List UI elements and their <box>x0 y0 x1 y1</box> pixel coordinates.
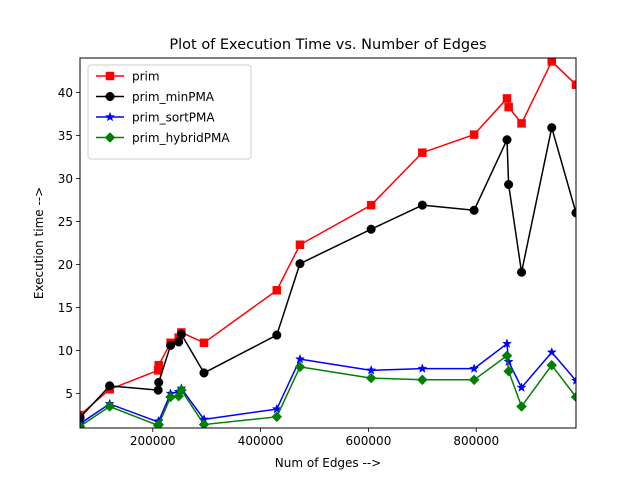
legend-label: prim_minPMA <box>132 90 215 104</box>
data-point <box>571 80 576 89</box>
data-point <box>546 359 558 371</box>
data-point <box>176 329 186 339</box>
data-point <box>468 374 480 386</box>
data-point <box>503 356 514 367</box>
data-point <box>174 337 184 347</box>
x-axis-title: Num of Edges --> <box>275 456 381 470</box>
legend-label: prim_hybridPMA <box>132 131 230 145</box>
data-point <box>104 401 116 412</box>
data-point <box>547 58 556 66</box>
data-point <box>176 384 187 396</box>
y-tick-label: 35 <box>58 129 73 143</box>
data-point <box>366 224 376 234</box>
data-point <box>416 374 428 386</box>
y-tick-label: 30 <box>58 172 73 186</box>
plot-frame <box>79 57 577 429</box>
data-point <box>469 205 479 215</box>
legend-item-prim-hybridPMA: prim_hybridPMA <box>96 131 230 145</box>
data-point <box>546 346 557 357</box>
data-point <box>153 419 165 428</box>
legend-item-prim-minPMA: prim_minPMA <box>96 90 215 104</box>
legend-box <box>87 64 252 160</box>
legend-item-prim: prim <box>96 70 160 84</box>
data-point <box>516 267 527 277</box>
y-tick-label: 15 <box>58 301 73 315</box>
x-tick-label: 200000 <box>130 434 176 448</box>
data-point <box>502 94 512 103</box>
data-point <box>199 338 209 348</box>
y-tick-label: 5 <box>65 387 73 401</box>
legend-label: prim <box>132 70 160 84</box>
data-point <box>418 148 427 157</box>
data-point <box>516 382 527 392</box>
data-point <box>503 365 514 377</box>
data-point <box>501 350 513 362</box>
legend-marker <box>104 111 116 122</box>
data-point <box>417 200 427 210</box>
data-point <box>295 240 305 249</box>
data-point <box>295 259 305 269</box>
data-point <box>153 385 163 395</box>
data-point <box>80 413 85 423</box>
data-point <box>198 419 210 428</box>
data-point <box>154 377 164 387</box>
x-tick-label: 600000 <box>346 434 392 448</box>
data-point <box>516 401 527 412</box>
series-prim-minPMA <box>80 123 576 423</box>
y-axis-title: Execution time --> <box>32 187 46 299</box>
data-point <box>366 200 376 210</box>
data-point <box>80 420 86 428</box>
data-point <box>469 363 480 373</box>
data-point <box>469 130 479 139</box>
legend: prim prim_minPMA prim_sortPMA prim_hybridPM… <box>87 64 252 160</box>
data-point <box>272 286 282 295</box>
data-point <box>417 363 428 373</box>
legend-marker <box>105 91 115 102</box>
series-prim-hybridPMA <box>80 350 576 428</box>
data-point <box>271 411 283 423</box>
data-point <box>165 391 176 403</box>
data-point <box>501 338 513 348</box>
data-point <box>271 403 282 414</box>
data-point <box>294 353 306 364</box>
data-point <box>294 361 306 373</box>
y-tick-label: 40 <box>58 86 73 100</box>
legend-label: prim_sortPMA <box>132 111 215 125</box>
data-point <box>570 375 576 385</box>
legend-marker <box>104 132 116 143</box>
data-point <box>105 381 115 391</box>
data-point <box>365 372 377 384</box>
y-tick-label: 25 <box>58 215 73 229</box>
data-point <box>517 119 526 128</box>
data-point <box>504 179 514 190</box>
data-point <box>571 208 576 218</box>
x-tick-label: 800000 <box>453 434 499 448</box>
data-point <box>366 365 377 375</box>
data-point <box>166 340 176 350</box>
data-point <box>504 102 513 112</box>
data-point <box>502 135 512 145</box>
data-point <box>547 123 557 133</box>
legend-marker <box>105 71 115 81</box>
y-tick-label: 20 <box>58 258 73 272</box>
data-point <box>154 360 163 370</box>
data-point <box>199 368 209 378</box>
data-point <box>272 330 282 340</box>
data-point <box>570 391 576 403</box>
x-tick-label: 400000 <box>238 434 284 448</box>
y-tick-label: 10 <box>58 344 73 358</box>
legend-item-prim-sortPMA: prim_sortPMA <box>96 111 215 125</box>
chart-title: Plot of Execution Time vs. Number of Edg… <box>169 37 486 53</box>
